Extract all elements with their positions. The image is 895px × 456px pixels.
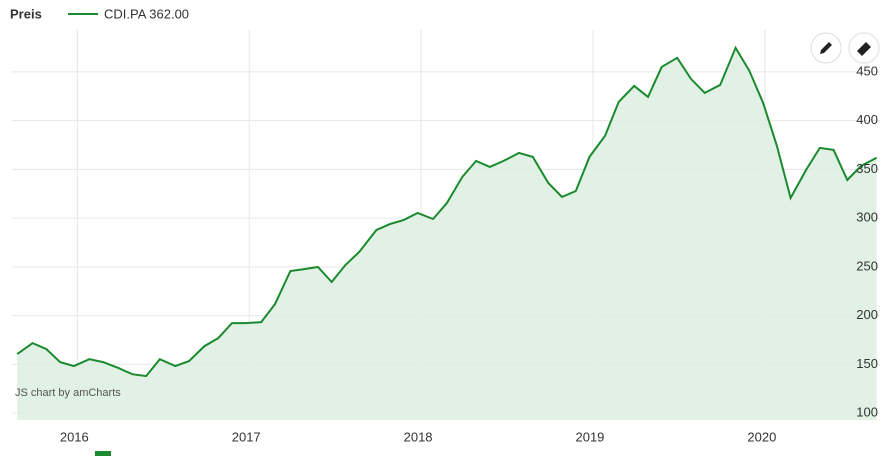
scrollbar-grip[interactable] xyxy=(95,451,111,456)
y-tick-label: 300 xyxy=(856,210,878,225)
x-tick-label: 2018 xyxy=(404,429,433,444)
y-tick-label: 400 xyxy=(856,112,878,127)
y-tick-label: 200 xyxy=(856,307,878,322)
chart-title: Preis xyxy=(10,6,42,21)
erase-button[interactable] xyxy=(848,32,880,64)
price-line xyxy=(16,45,878,378)
legend-label: CDI.PA 362.00 xyxy=(104,6,189,21)
x-tick-label: 2019 xyxy=(575,429,604,444)
y-tick-label: 350 xyxy=(856,161,878,176)
y-tick-label: 250 xyxy=(856,258,878,273)
eraser-icon xyxy=(857,42,871,56)
legend[interactable]: CDI.PA 362.00 xyxy=(68,6,189,21)
y-tick-label: 450 xyxy=(856,63,878,78)
x-tick-label: 2017 xyxy=(232,429,261,444)
y-tick-label: 100 xyxy=(856,405,878,420)
pencil-icon xyxy=(820,42,832,54)
watermark: JS chart by amCharts xyxy=(15,387,121,399)
axes: 100 150 200 250 300 350 400 450 2016 2017 2018 2019… xyxy=(60,63,878,444)
area-fill xyxy=(17,47,877,421)
x-tick-label: 2020 xyxy=(747,429,776,444)
y-tick-label: 150 xyxy=(856,356,878,371)
plot xyxy=(16,45,878,421)
x-tick-label: 2016 xyxy=(60,429,89,444)
draw-button[interactable] xyxy=(810,32,842,64)
